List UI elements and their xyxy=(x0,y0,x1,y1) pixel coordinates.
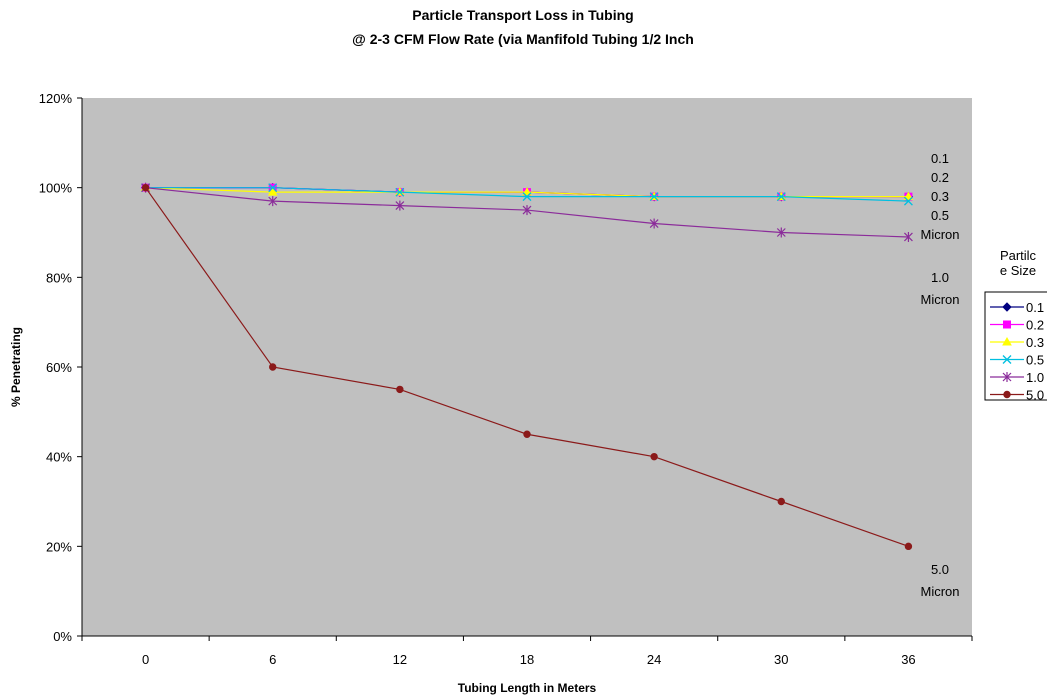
data-point xyxy=(649,192,659,202)
data-point xyxy=(649,218,659,229)
data-point xyxy=(1002,302,1012,312)
annotation-small-particles: Micron xyxy=(920,227,959,242)
data-point xyxy=(523,430,531,438)
legend-box xyxy=(984,291,1047,401)
y-axis-title: % Penetrating xyxy=(9,327,23,407)
annotation-small-particles: 0.5 xyxy=(931,208,949,223)
data-point xyxy=(395,200,405,211)
data-point xyxy=(1002,355,1012,364)
y-tick-label: 60% xyxy=(46,360,72,375)
legend-label: 0.3 xyxy=(1026,335,1044,350)
axes-layer: 0% 20% 40% 60% 80% 100% 120% 0 6 12 18 24 30 36 xyxy=(39,91,973,667)
annotation-1-micron: Micron xyxy=(920,292,959,307)
data-point xyxy=(1002,372,1012,382)
legend-item: 0.2 xyxy=(990,318,1044,333)
annotation-5-micron: 5.0 xyxy=(931,562,949,577)
data-point xyxy=(904,542,913,551)
data-point xyxy=(776,192,786,202)
legend-label: 0.5 xyxy=(1026,353,1044,368)
data-point xyxy=(396,385,404,394)
annotation-small-particles: 0.3 xyxy=(931,189,949,204)
annotation-small-particles: 0.1 xyxy=(931,151,949,166)
data-point xyxy=(522,205,532,216)
data-point xyxy=(777,497,785,506)
legend-title: e Size xyxy=(1000,263,1036,278)
chart-title: Particle Transport Loss in Tubing xyxy=(412,7,633,23)
legend-item: 0.5 xyxy=(990,353,1044,368)
legend-label: 0.1 xyxy=(1026,300,1044,315)
x-tick-label: 0 xyxy=(142,652,149,667)
legend-item: 0.3 xyxy=(990,335,1044,350)
marker-stroke xyxy=(776,192,786,202)
data-point xyxy=(522,192,532,202)
plot-area xyxy=(82,98,972,636)
marker-stroke xyxy=(522,192,532,202)
data-point xyxy=(267,187,278,196)
data-point xyxy=(903,191,914,201)
legend-label: 0.2 xyxy=(1026,318,1044,333)
data-point xyxy=(269,363,277,371)
x-tick-label: 6 xyxy=(269,652,276,667)
chart-subtitle: @ 2-3 CFM Flow Rate (via Manfifold Tubin… xyxy=(352,31,694,47)
marker-stroke xyxy=(268,183,278,193)
legend-item: 1.0 xyxy=(990,370,1044,385)
legend-item: 0.1 xyxy=(990,300,1044,315)
legend-label: 1.0 xyxy=(1026,370,1044,385)
y-tick-label: 40% xyxy=(46,450,72,465)
data-point xyxy=(395,187,405,197)
data-point xyxy=(1003,320,1011,329)
annotation-5-micron: Micron xyxy=(920,584,959,599)
data-point xyxy=(1002,336,1012,346)
data-point xyxy=(268,183,278,193)
annotation-small-particles: 0.2 xyxy=(931,170,949,185)
data-point xyxy=(903,196,913,206)
data-point xyxy=(776,227,786,238)
marker-stroke xyxy=(649,192,659,202)
data-point xyxy=(904,231,913,242)
y-tick-label: 0% xyxy=(53,629,72,644)
data-point xyxy=(650,452,658,461)
data-point xyxy=(522,187,532,196)
marker-stroke xyxy=(903,196,913,206)
legend-item: 5.0 xyxy=(990,388,1044,403)
x-tick-label: 36 xyxy=(901,652,915,667)
y-tick-label: 120% xyxy=(39,91,73,106)
annotation-1-micron: 1.0 xyxy=(931,270,949,285)
annotations-layer: 0.1 0.2 0.3 0.5 Micron 1.0 Micron 5.0 Micron xyxy=(920,151,959,599)
data-point xyxy=(268,196,278,207)
legend-title: Partilc xyxy=(1000,248,1037,263)
x-axis-title: Tubing Length in Meters xyxy=(458,681,597,695)
data-point xyxy=(1003,390,1011,399)
y-tick-label: 20% xyxy=(46,539,72,554)
marker-stroke xyxy=(395,187,405,197)
data-point xyxy=(141,183,150,192)
x-tick-label: 18 xyxy=(520,652,534,667)
marker-stroke xyxy=(1002,355,1012,364)
x-tick-label: 12 xyxy=(393,652,407,667)
x-tick-label: 24 xyxy=(647,652,661,667)
series-layer xyxy=(140,182,914,551)
legend-label: 5.0 xyxy=(1026,388,1044,403)
y-tick-label: 100% xyxy=(39,181,73,196)
x-tick-label: 30 xyxy=(774,652,788,667)
y-tick-label: 80% xyxy=(46,270,72,285)
series-5-0 xyxy=(141,183,913,551)
